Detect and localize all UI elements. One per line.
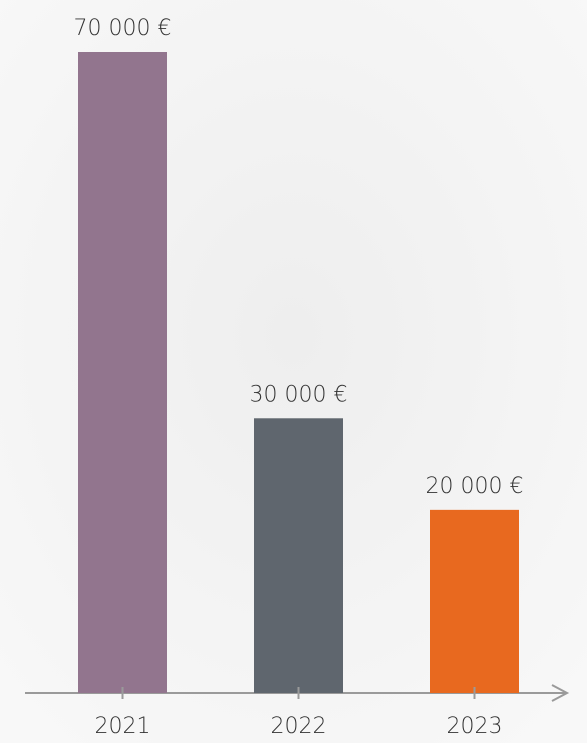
x-tick-label: 2022 — [271, 714, 327, 739]
bar — [254, 418, 343, 693]
bar — [78, 52, 167, 693]
value-label: 70 000 € — [74, 16, 172, 41]
value-label: 20 000 € — [426, 474, 524, 499]
x-tick-label: 2021 — [95, 714, 151, 739]
value-label: 30 000 € — [250, 382, 348, 407]
bar — [430, 509, 519, 693]
x-tick-label: 2023 — [447, 714, 503, 739]
axis-arrow — [551, 684, 570, 702]
